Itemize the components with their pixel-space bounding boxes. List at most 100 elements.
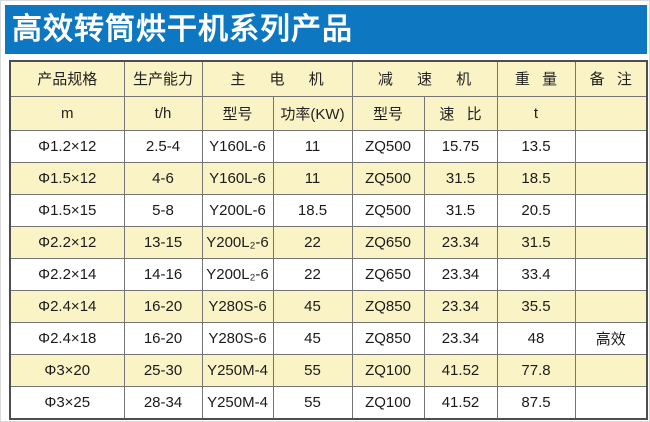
- table-row: Φ2.2×12 13-15 Y200L₂-6 22 ZQ650 23.34 31…: [9, 225, 648, 260]
- subheader-motor-power: 功率(KW): [272, 95, 353, 131]
- cell-motor-power: 45: [272, 290, 353, 324]
- cell-reducer-model: ZQ500: [351, 193, 425, 227]
- table-row: Φ3×25 28-34 Y250M-4 55 ZQ100 41.52 87.5: [9, 386, 648, 420]
- cell-reducer-ratio: 41.52: [423, 386, 498, 420]
- cell-capacity: 16-20: [123, 322, 203, 356]
- cell-spec: Φ3×25: [9, 386, 125, 420]
- cell-reducer-model: ZQ500: [351, 161, 425, 195]
- column-header-remark: 备 注: [574, 60, 648, 97]
- cell-reducer-ratio: 31.5: [423, 161, 498, 195]
- cell-spec: Φ1.5×15: [9, 193, 125, 227]
- cell-remark: [574, 129, 648, 163]
- cell-remark: [574, 225, 648, 260]
- subheader-weight-unit: t: [496, 95, 576, 131]
- cell-motor-model: Y250M-4: [201, 354, 274, 388]
- cell-reducer-model: ZQ500: [351, 129, 425, 163]
- cell-weight: 13.5: [496, 129, 576, 163]
- cell-reducer-model: ZQ100: [351, 354, 425, 388]
- product-spec-table: 产品规格 生产能力 主 电 机 减 速 机 重 量 备 注 m t/h 型号 功…: [9, 60, 648, 420]
- cell-reducer-ratio: 41.52: [423, 354, 498, 388]
- cell-reducer-ratio: 23.34: [423, 257, 498, 292]
- cell-spec: Φ2.2×14: [9, 257, 125, 292]
- cell-spec: Φ2.2×12: [9, 225, 125, 260]
- cell-capacity: 13-15: [123, 225, 203, 260]
- cell-remark: [574, 257, 648, 292]
- column-header-spec: 产品规格: [9, 60, 125, 97]
- cell-motor-model: Y160L-6: [201, 129, 274, 163]
- cell-capacity: 28-34: [123, 386, 203, 420]
- cell-weight: 87.5: [496, 386, 576, 420]
- cell-motor-model: Y160L-6: [201, 161, 274, 195]
- cell-weight: 35.5: [496, 290, 576, 324]
- cell-motor-power: 11: [272, 129, 353, 163]
- column-header-capacity: 生产能力: [123, 60, 203, 97]
- table-row: Φ2.2×14 14-16 Y200L₂-6 22 ZQ650 23.34 33…: [9, 257, 648, 292]
- cell-remark: 高效: [574, 322, 648, 356]
- column-header-main-motor: 主 电 机: [201, 60, 353, 97]
- cell-capacity: 4-6: [123, 161, 203, 195]
- cell-remark: [574, 193, 648, 227]
- cell-weight: 18.5: [496, 161, 576, 195]
- cell-motor-power: 55: [272, 386, 353, 420]
- cell-motor-model: Y200L-6: [201, 193, 274, 227]
- cell-remark: [574, 354, 648, 388]
- subheader-capacity-unit: t/h: [123, 95, 203, 131]
- cell-weight: 48: [496, 322, 576, 356]
- subheader-spec-unit: m: [9, 95, 125, 131]
- cell-capacity: 25-30: [123, 354, 203, 388]
- cell-reducer-model: ZQ650: [351, 225, 425, 260]
- cell-reducer-ratio: 23.34: [423, 290, 498, 324]
- table-row: Φ2.4×14 16-20 Y280S-6 45 ZQ850 23.34 35.…: [9, 290, 648, 324]
- cell-capacity: 14-16: [123, 257, 203, 292]
- cell-remark: [574, 386, 648, 420]
- cell-remark: [574, 161, 648, 195]
- table-row: Φ1.2×12 2.5-4 Y160L-6 11 ZQ500 15.75 13.…: [9, 129, 648, 163]
- table-row: Φ3×20 25-30 Y250M-4 55 ZQ100 41.52 77.8: [9, 354, 648, 388]
- cell-weight: 20.5: [496, 193, 576, 227]
- cell-spec: Φ1.5×12: [9, 161, 125, 195]
- cell-reducer-ratio: 23.34: [423, 322, 498, 356]
- table-header-row-groups: 产品规格 生产能力 主 电 机 减 速 机 重 量 备 注: [9, 60, 648, 97]
- table-row: Φ2.4×18 16-20 Y280S-6 45 ZQ850 23.34 48 …: [9, 322, 648, 356]
- cell-motor-model: Y200L₂-6: [201, 225, 274, 260]
- cell-reducer-ratio: 15.75: [423, 129, 498, 163]
- cell-reducer-model: ZQ850: [351, 290, 425, 324]
- cell-reducer-model: ZQ650: [351, 257, 425, 292]
- cell-spec: Φ3×20: [9, 354, 125, 388]
- table-row: Φ1.5×15 5-8 Y200L-6 18.5 ZQ500 31.5 20.5: [9, 193, 648, 227]
- cell-motor-power: 18.5: [272, 193, 353, 227]
- cell-motor-model: Y280S-6: [201, 290, 274, 324]
- cell-weight: 77.8: [496, 354, 576, 388]
- cell-weight: 31.5: [496, 225, 576, 260]
- table-row: Φ1.5×12 4-6 Y160L-6 11 ZQ500 31.5 18.5: [9, 161, 648, 195]
- cell-motor-model: Y250M-4: [201, 386, 274, 420]
- cell-motor-power: 45: [272, 322, 353, 356]
- cell-capacity: 2.5-4: [123, 129, 203, 163]
- cell-capacity: 16-20: [123, 290, 203, 324]
- cell-spec: Φ2.4×18: [9, 322, 125, 356]
- cell-reducer-ratio: 31.5: [423, 193, 498, 227]
- cell-spec: Φ2.4×14: [9, 290, 125, 324]
- subheader-reducer-ratio: 速 比: [423, 95, 498, 131]
- cell-spec: Φ1.2×12: [9, 129, 125, 163]
- cell-motor-power: 11: [272, 161, 353, 195]
- cell-motor-model: Y200L₂-6: [201, 257, 274, 292]
- title-banner: 高效转筒烘干机系列产品: [5, 5, 647, 54]
- cell-motor-power: 22: [272, 225, 353, 260]
- cell-reducer-model: ZQ100: [351, 386, 425, 420]
- cell-motor-model: Y280S-6: [201, 322, 274, 356]
- cell-motor-power: 22: [272, 257, 353, 292]
- table-header-row-units: m t/h 型号 功率(KW) 型号 速 比 t: [9, 95, 648, 131]
- page-title: 高效转筒烘干机系列产品: [12, 13, 353, 46]
- cell-remark: [574, 290, 648, 324]
- cell-motor-power: 55: [272, 354, 353, 388]
- column-header-reducer: 减 速 机: [351, 60, 498, 97]
- cell-capacity: 5-8: [123, 193, 203, 227]
- column-header-weight: 重 量: [496, 60, 576, 97]
- subheader-remark-empty: [574, 95, 648, 131]
- subheader-reducer-model: 型号: [351, 95, 425, 131]
- cell-weight: 33.4: [496, 257, 576, 292]
- subheader-motor-model: 型号: [201, 95, 274, 131]
- cell-reducer-ratio: 23.34: [423, 225, 498, 260]
